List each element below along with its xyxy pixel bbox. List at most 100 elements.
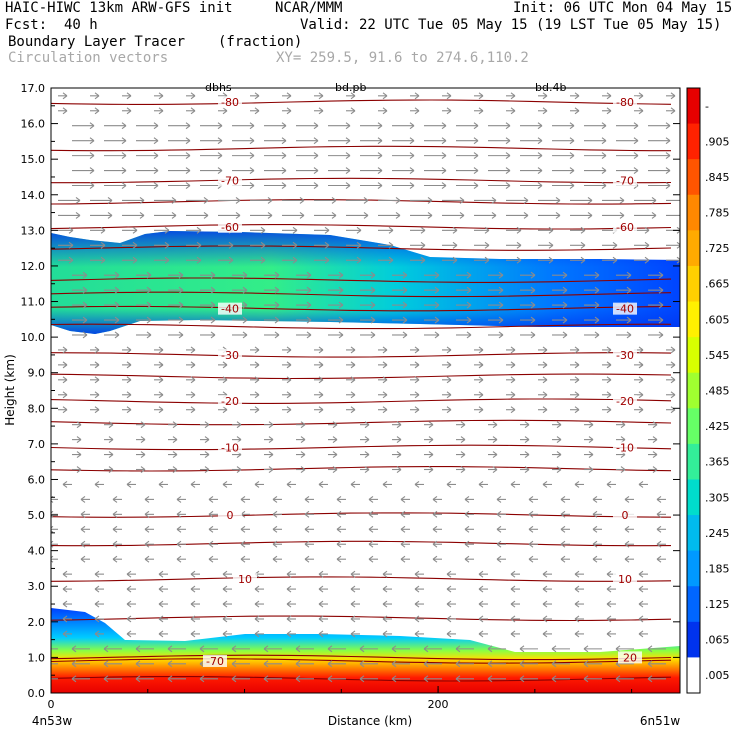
wind-vector-head xyxy=(126,630,132,638)
wind-vector-head xyxy=(377,122,383,130)
wind-vector-head xyxy=(409,182,415,189)
wind-vector-head xyxy=(190,481,196,488)
contour-label: -20 xyxy=(616,395,634,408)
temperature-contour-line xyxy=(51,615,672,622)
wind-vector-head xyxy=(121,152,127,160)
wind-vector-head xyxy=(82,316,88,324)
wind-vector-head xyxy=(199,645,205,653)
colorbar-segment xyxy=(687,621,700,658)
wind-vector-head xyxy=(318,107,324,115)
wind-vector-head xyxy=(356,256,362,264)
wind-vector-head xyxy=(231,660,237,668)
wind-vector-head xyxy=(478,585,484,593)
colorbar-segment xyxy=(687,479,700,516)
wind-vector-head xyxy=(318,391,324,399)
wind-vector-head xyxy=(368,525,374,533)
wind-vector-head xyxy=(492,451,498,458)
wind-vector-head xyxy=(619,211,625,219)
wind-vector-head xyxy=(466,286,472,294)
wind-vector-head xyxy=(528,495,534,503)
wind-vector-head xyxy=(336,495,342,503)
wind-vector-head xyxy=(464,555,470,563)
contour-label: -70 xyxy=(206,655,224,668)
wind-vector-head xyxy=(103,660,109,668)
wind-vector-head xyxy=(254,92,260,100)
wind-vector-head xyxy=(446,481,452,488)
wind-vector-head xyxy=(204,436,210,444)
wind-vector-head xyxy=(446,391,452,399)
wind-vector-head xyxy=(601,182,607,189)
wind-vector-head xyxy=(89,167,95,175)
contour-label: 0 xyxy=(227,509,234,522)
wind-vector-head xyxy=(135,660,141,668)
wind-vector-head xyxy=(555,197,561,204)
wind-vector-head xyxy=(434,316,440,324)
wind-vector-head xyxy=(491,211,497,219)
wind-vector-head xyxy=(396,436,402,444)
contour-label-bg xyxy=(613,509,637,522)
wind-vector-head xyxy=(505,167,511,175)
wind-vector-head xyxy=(222,615,228,623)
wind-vector-head xyxy=(478,391,484,399)
wind-vector-head xyxy=(299,197,305,204)
wind-vector-head xyxy=(652,466,658,473)
wind-vector-head xyxy=(286,92,292,100)
wind-vector-head xyxy=(126,92,132,100)
wind-vector-head xyxy=(176,540,182,548)
wind-vector-head xyxy=(638,107,644,115)
wind-vector-head xyxy=(249,182,255,189)
wind-vector-head xyxy=(560,540,566,548)
wind-vector-head xyxy=(286,107,292,115)
y-tick-label: 14.0 xyxy=(21,189,46,202)
y-tick-label: 2.0 xyxy=(28,616,46,629)
wind-vector-head xyxy=(178,316,184,324)
wind-vector-head xyxy=(409,137,415,145)
wind-vector-head xyxy=(556,451,562,458)
wind-vector-head xyxy=(377,152,383,160)
wind-vector-head xyxy=(338,271,344,279)
wind-vector-head xyxy=(62,585,68,593)
wind-vector-head xyxy=(112,495,118,503)
wind-vector-head xyxy=(196,241,202,249)
wind-vector-head xyxy=(537,182,543,189)
wind-vector-head xyxy=(656,555,662,563)
wind-vector-head xyxy=(510,615,516,623)
wind-vector-head xyxy=(420,241,426,249)
wind-vector-head xyxy=(222,406,228,414)
wind-vector-head xyxy=(446,600,452,608)
wind-vector-head xyxy=(254,600,260,608)
wind-vector-head xyxy=(80,510,86,518)
wind-vector-head xyxy=(400,540,406,548)
wind-vector-head xyxy=(267,211,273,219)
wind-vector-head xyxy=(132,241,138,249)
wind-vector-head xyxy=(204,421,210,429)
contour-label-bg xyxy=(613,174,637,187)
wind-vector-head xyxy=(338,286,344,294)
wind-vector-head xyxy=(644,226,650,234)
wind-vector-head xyxy=(562,301,568,309)
wind-vector-head xyxy=(606,107,612,115)
wind-vector-head xyxy=(281,152,287,160)
wind-vector-head xyxy=(530,286,536,294)
wind-vector-head xyxy=(505,182,511,189)
wind-vector-head xyxy=(318,406,324,414)
wind-vector-head xyxy=(295,660,301,668)
wind-vector-head xyxy=(473,152,479,160)
colorbar-label: .065 xyxy=(705,634,730,647)
wind-vector-head xyxy=(601,137,607,145)
wind-vector-head xyxy=(318,630,324,638)
wind-vector-head xyxy=(466,301,472,309)
wind-vector-head xyxy=(268,451,274,458)
wind-vector-head xyxy=(638,92,644,100)
wind-vector-head xyxy=(139,211,145,219)
wind-vector-head xyxy=(51,510,54,518)
wind-vector-head xyxy=(498,286,504,294)
wind-vector-head xyxy=(441,167,447,175)
wind-vector-head xyxy=(286,376,292,384)
wind-vector-head xyxy=(478,92,484,100)
wind-vector-head xyxy=(434,301,440,309)
wind-vector-head xyxy=(89,182,95,189)
wind-vector-head xyxy=(370,331,376,339)
wind-vector-head xyxy=(158,570,164,578)
wind-vector-head xyxy=(172,436,178,444)
